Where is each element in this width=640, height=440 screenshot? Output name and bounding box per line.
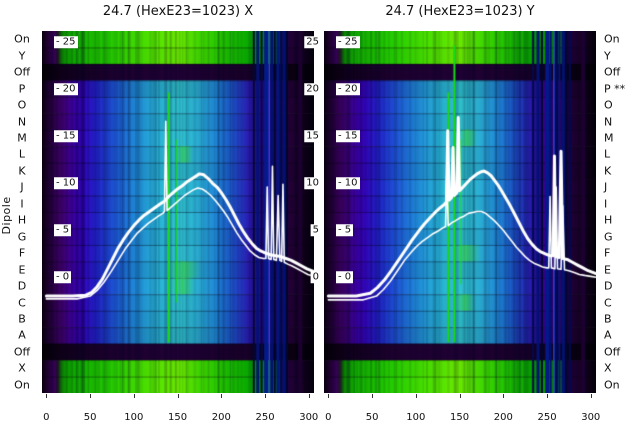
row-label-left-15: D bbox=[17, 279, 27, 293]
x-tick-label-x-50: 50 bbox=[83, 412, 97, 423]
y-tick-label-x-10: - 10 bbox=[54, 177, 78, 190]
plot-title-x: 24.7 (HexE23=1023) X bbox=[102, 4, 254, 19]
x-tick-mark-y-0 bbox=[328, 394, 330, 398]
row-label-right-15: D bbox=[604, 279, 613, 293]
row-label-left-9: J bbox=[20, 180, 24, 194]
y-tick-label-y-25: - 25 bbox=[336, 36, 360, 49]
row-label-right-14: E bbox=[604, 263, 611, 277]
row-label-right-2: Off bbox=[604, 65, 621, 79]
row-label-right-0: On bbox=[604, 32, 620, 46]
row-label-right-19: Off bbox=[604, 345, 621, 359]
row-label-right-7: L bbox=[604, 147, 611, 161]
x-tick-label-y-0: 0 bbox=[325, 412, 332, 423]
row-label-left-17: B bbox=[18, 312, 26, 326]
x-tick-label-y-300: 300 bbox=[581, 412, 601, 423]
y-tick-label-x-20: - 20 bbox=[54, 83, 78, 96]
x-tick-label-y-100: 100 bbox=[406, 412, 426, 423]
y-tick-label-right-0: 0 bbox=[310, 271, 321, 284]
x-tick-mark-x-250 bbox=[265, 394, 267, 398]
heatmap-canvas-x bbox=[42, 31, 314, 393]
y-tick-label-right-5: 5 bbox=[310, 224, 321, 237]
x-tick-mark-x-50 bbox=[90, 394, 92, 398]
y-tick-label-right-25: 25 bbox=[304, 36, 321, 49]
x-tick-label-x-200: 200 bbox=[211, 412, 231, 423]
row-label-left-20: X bbox=[18, 361, 26, 375]
x-tick-label-x-300: 300 bbox=[299, 412, 319, 423]
y-tick-label-x-0: - 0 bbox=[54, 271, 72, 284]
y-tick-label-right-20: 20 bbox=[304, 83, 321, 96]
x-tick-mark-x-150 bbox=[177, 394, 179, 398]
x-tick-mark-y-250 bbox=[547, 394, 549, 398]
row-label-left-7: L bbox=[18, 147, 26, 161]
x-tick-label-y-250: 250 bbox=[537, 412, 557, 423]
row-label-left-3: P bbox=[18, 82, 26, 96]
row-label-left-19: Off bbox=[13, 345, 31, 359]
y-tick-label-right-15: 15 bbox=[304, 130, 321, 143]
y-tick-label-y-0: - 0 bbox=[336, 271, 354, 284]
row-label-left-0: On bbox=[14, 32, 30, 46]
y-tick-label-x-15: - 15 bbox=[54, 130, 78, 143]
row-label-right-4: O bbox=[604, 98, 613, 112]
row-label-right-20: X bbox=[604, 361, 612, 375]
row-label-right-9: J bbox=[604, 180, 608, 194]
x-tick-mark-x-300 bbox=[308, 394, 310, 398]
row-label-right-10: I bbox=[604, 197, 608, 211]
x-tick-label-y-200: 200 bbox=[493, 412, 513, 423]
x-tick-label-x-100: 100 bbox=[124, 412, 144, 423]
row-label-left-2: Off bbox=[13, 65, 31, 79]
row-label-right-18: A bbox=[604, 328, 612, 342]
x-tick-label-y-50: 50 bbox=[365, 412, 379, 423]
row-label-left-6: M bbox=[17, 131, 27, 145]
row-label-right-11: H bbox=[604, 213, 613, 227]
row-label-left-5: N bbox=[17, 115, 27, 128]
row-label-right-16: C bbox=[604, 296, 612, 309]
y-tick-label-y-10: - 10 bbox=[336, 177, 360, 190]
x-tick-label-x-150: 150 bbox=[168, 412, 188, 423]
row-label-right-5: N bbox=[604, 115, 613, 128]
row-label-left-8: K bbox=[18, 164, 26, 178]
x-tick-mark-y-200 bbox=[503, 394, 505, 398]
row-label-right-17: B bbox=[604, 312, 612, 326]
y-tick-label-x-5: - 5 bbox=[54, 224, 72, 237]
row-label-right-6: M bbox=[604, 131, 614, 145]
heatmap-canvas-y bbox=[324, 31, 596, 393]
row-label-left-14: E bbox=[18, 263, 26, 277]
row-label-left-16: C bbox=[18, 296, 26, 309]
x-tick-label-y-150: 150 bbox=[450, 412, 470, 423]
row-label-left-21: On bbox=[14, 378, 30, 392]
y-tick-label-y-20: - 20 bbox=[336, 83, 360, 96]
row-label-right-21: On bbox=[604, 378, 620, 392]
x-tick-mark-y-50 bbox=[372, 394, 374, 398]
x-tick-label-x-0: 0 bbox=[43, 412, 50, 423]
row-label-right-3: P ** bbox=[604, 82, 626, 96]
x-tick-label-x-250: 250 bbox=[255, 412, 275, 423]
x-tick-mark-x-0 bbox=[46, 394, 48, 398]
row-label-right-13: F bbox=[604, 246, 611, 260]
y-tick-label-right-10: 10 bbox=[304, 177, 321, 190]
row-label-left-12: G bbox=[17, 230, 27, 244]
row-label-right-12: G bbox=[604, 230, 613, 244]
row-label-left-13: F bbox=[18, 246, 26, 260]
row-label-left-1: Y bbox=[18, 49, 26, 63]
x-tick-mark-y-300 bbox=[590, 394, 592, 398]
y-tick-label-x-25: - 25 bbox=[54, 36, 78, 49]
plot-title-y: 24.7 (HexE23=1023) Y bbox=[385, 4, 535, 19]
row-label-right-1: Y bbox=[604, 49, 611, 63]
x-tick-mark-x-200 bbox=[221, 394, 223, 398]
row-label-left-4: O bbox=[17, 98, 27, 112]
x-tick-mark-y-100 bbox=[415, 394, 417, 398]
row-label-left-10: I bbox=[20, 197, 24, 211]
x-tick-mark-x-100 bbox=[133, 394, 135, 398]
y-tick-label-y-5: - 5 bbox=[336, 224, 354, 237]
row-label-right-8: K bbox=[604, 164, 612, 178]
row-label-left-18: A bbox=[18, 328, 26, 342]
x-tick-mark-y-150 bbox=[459, 394, 461, 398]
row-label-left-11: H bbox=[17, 213, 27, 227]
y-tick-label-y-15: - 15 bbox=[336, 130, 360, 143]
